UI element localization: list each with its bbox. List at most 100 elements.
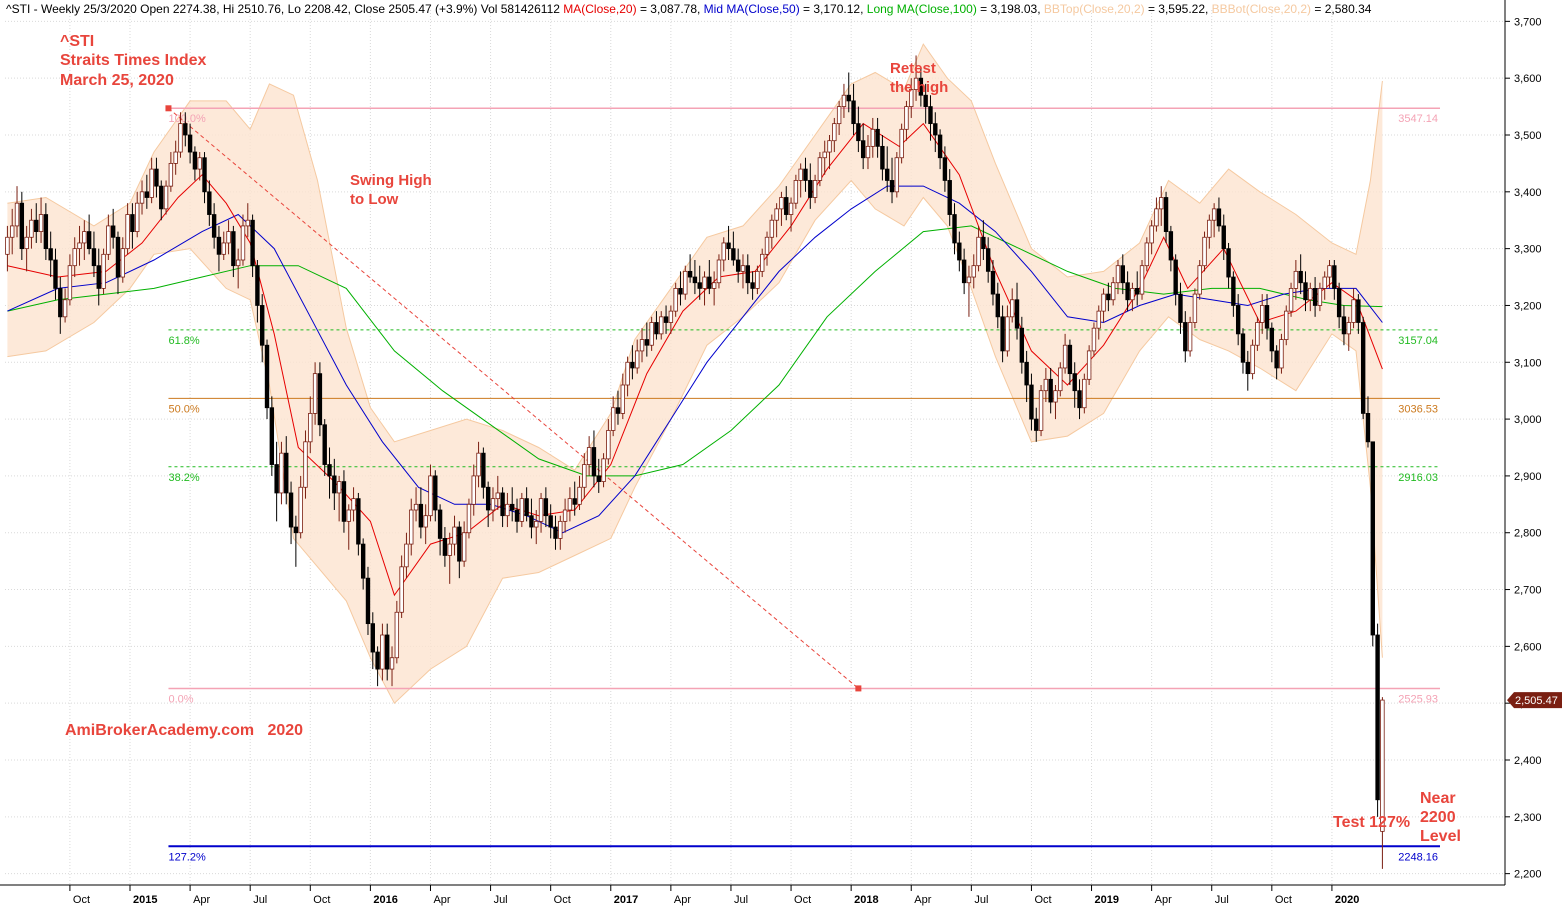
candle-body-171	[827, 140, 832, 153]
candle-body-18	[91, 248, 97, 267]
candle-136	[659, 311, 664, 340]
candle-268	[1293, 260, 1299, 300]
candle-body-41	[202, 157, 207, 193]
candle-53	[260, 294, 265, 363]
candle-120	[582, 453, 587, 499]
candle-body-129	[625, 361, 630, 386]
candle-body-223	[1077, 390, 1082, 409]
candle-body-194	[937, 134, 943, 159]
candle-134	[649, 316, 654, 351]
candle-body-40	[197, 157, 202, 170]
candle-138	[668, 305, 674, 334]
candle-154	[745, 254, 750, 295]
candle-203	[981, 220, 986, 260]
candle-179	[865, 135, 871, 170]
candle-body-286	[1380, 699, 1385, 832]
header-segment-0: ^STI - Weekly 25/3/2020 Open 2274.38, Hi…	[6, 2, 563, 16]
candle-175	[846, 72, 851, 113]
candle-157	[760, 248, 765, 278]
candle-body-46	[226, 231, 231, 244]
candle-229	[1106, 282, 1111, 312]
candle-44	[216, 225, 222, 272]
candle-body-115	[558, 520, 563, 539]
ma50-line	[7, 185, 1383, 534]
candle-body-246	[1187, 322, 1193, 352]
candle-48	[235, 248, 241, 289]
candle-270	[1303, 271, 1308, 312]
candle-body-281	[1356, 299, 1361, 323]
candle-body-216	[1043, 378, 1049, 392]
candle-12	[62, 288, 68, 323]
candle-92	[447, 532, 452, 584]
candle-183	[885, 146, 890, 192]
bollinger-band-fill	[7, 44, 1383, 704]
candle-142	[687, 254, 693, 283]
candle-129	[625, 356, 630, 397]
candle-body-74	[360, 543, 366, 579]
y-tick-label-6: 2,800	[1514, 528, 1542, 540]
watermark-text: AmiBrokerAcademy.com 2020	[65, 722, 303, 739]
candle-13	[67, 254, 73, 306]
candle-126	[610, 396, 616, 437]
candle-144	[697, 265, 702, 300]
candle-body-127	[615, 407, 621, 414]
candle-body-159	[769, 219, 775, 238]
fib-value-label-2: 3036.53	[1398, 403, 1438, 415]
candle-body-14	[72, 248, 77, 267]
candle-body-0	[5, 236, 10, 255]
candle-body-38	[187, 134, 193, 153]
candle-4	[24, 225, 29, 272]
candle-248	[1197, 260, 1202, 300]
candle-body-112	[543, 498, 549, 517]
x-tick-label-15: Jul	[974, 894, 988, 906]
candle-body-211	[1019, 327, 1025, 363]
candle-body-228	[1101, 293, 1106, 312]
candle-225	[1086, 345, 1092, 385]
candle-body-140	[678, 288, 683, 295]
candle-99	[481, 447, 486, 499]
candle-277	[1336, 282, 1342, 329]
candle-111	[538, 492, 544, 533]
candle-139	[673, 282, 678, 317]
candle-174	[841, 83, 847, 118]
candle-86	[418, 487, 424, 539]
candle-106	[514, 498, 520, 533]
candle-body-153	[740, 265, 746, 272]
candle-body-252	[1216, 208, 1222, 227]
candle-body-95	[461, 532, 467, 562]
candle-37	[183, 112, 188, 147]
ma100-line	[7, 225, 1383, 477]
x-tick-label-13: 2018	[854, 894, 878, 906]
candle-192	[928, 95, 933, 141]
candle-259	[1250, 339, 1255, 380]
candle-body-126	[610, 407, 616, 431]
candle-62	[303, 430, 308, 499]
candle-body-99	[481, 452, 486, 488]
candle-76	[370, 612, 375, 670]
header-segment-1: MA(Close,20)	[563, 2, 636, 16]
candle-body-276	[1332, 265, 1337, 289]
candle-122	[591, 430, 597, 488]
candle-body-56	[274, 464, 279, 494]
candle-276	[1332, 260, 1337, 300]
candle-77	[375, 646, 380, 687]
annotation-level: Level	[1420, 828, 1461, 845]
candle-body-64	[312, 373, 318, 414]
candle-body-119	[577, 486, 582, 505]
header-segment-6: = 3,198.03,	[977, 2, 1044, 16]
candle-128	[620, 373, 625, 420]
candle-body-257	[1240, 333, 1246, 363]
candle-233	[1125, 271, 1130, 312]
candle-198	[957, 231, 962, 272]
candle-body-258	[1245, 361, 1250, 375]
candle-71	[346, 504, 351, 550]
candle-body-67	[327, 464, 332, 477]
candle-227	[1096, 305, 1101, 340]
candle-body-101	[490, 498, 496, 511]
fib-value-label-0: 3547.14	[1398, 113, 1438, 125]
candle-130	[630, 345, 635, 380]
candle-body-98	[476, 452, 481, 477]
candle-235	[1135, 271, 1140, 306]
header-segment-2: = 3,087.78,	[637, 2, 704, 16]
